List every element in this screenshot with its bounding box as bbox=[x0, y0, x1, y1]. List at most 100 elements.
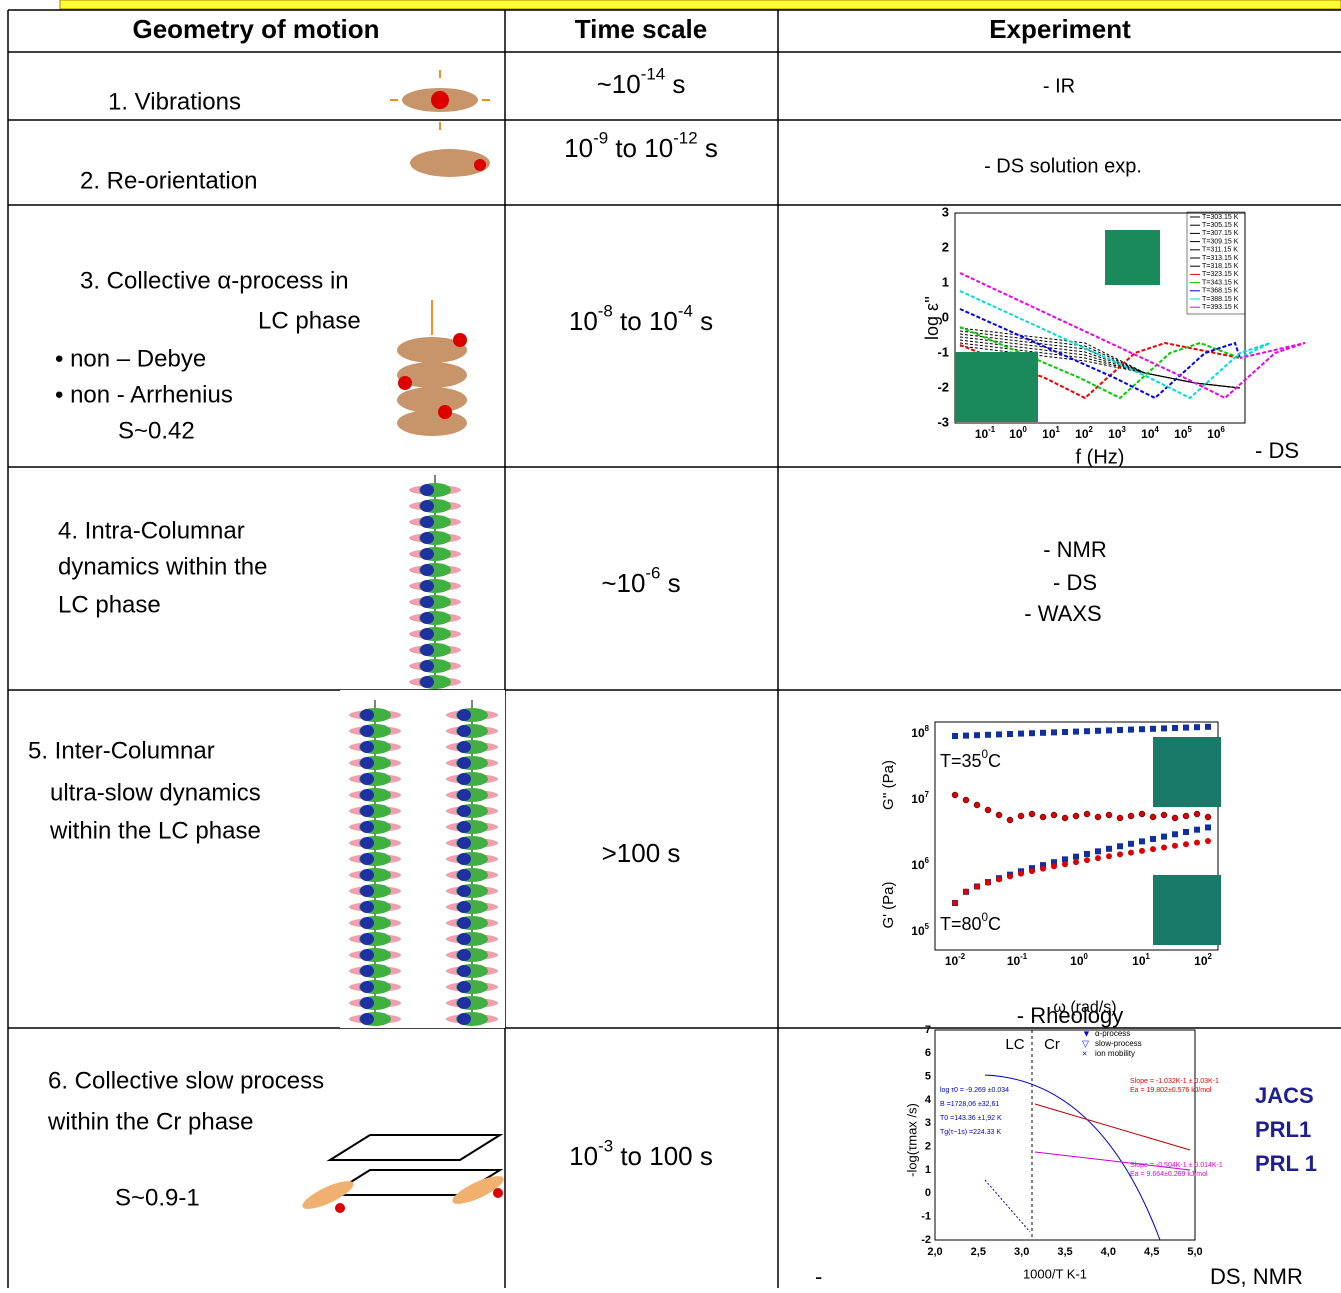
disk bbox=[360, 1013, 374, 1025]
disk bbox=[420, 500, 434, 512]
marker bbox=[1095, 848, 1101, 854]
marker bbox=[1139, 848, 1145, 854]
disk bbox=[457, 725, 471, 737]
text-part: ~10 bbox=[601, 568, 645, 598]
text-part: 10 bbox=[1042, 427, 1056, 441]
marker bbox=[1161, 812, 1167, 818]
legend-label: T=309.15 K bbox=[1202, 238, 1239, 245]
marker bbox=[1073, 859, 1079, 865]
x-tick-label: 10-1 bbox=[975, 425, 996, 441]
annotation: T=800C bbox=[940, 911, 1001, 934]
y-tick-label: 1 bbox=[925, 1164, 931, 1176]
marker bbox=[1117, 727, 1123, 733]
marker bbox=[974, 802, 980, 808]
text-part: s bbox=[665, 69, 685, 99]
x-tick-label: 104 bbox=[1141, 425, 1159, 441]
marker bbox=[1029, 811, 1035, 817]
disk bbox=[360, 933, 374, 945]
slide: Geometry of motionTime scaleExperiment1.… bbox=[0, 0, 1341, 1288]
disk bbox=[420, 676, 434, 688]
marker bbox=[952, 900, 958, 906]
time-scale: 10-3 to 100 s bbox=[569, 1137, 713, 1171]
disk bbox=[420, 516, 434, 528]
disk bbox=[360, 789, 374, 801]
curve bbox=[1035, 1104, 1190, 1150]
y-tick-label: 107 bbox=[911, 790, 929, 806]
text-part: 10 bbox=[1070, 954, 1084, 968]
marker bbox=[1106, 812, 1112, 818]
text-part: 10 bbox=[1141, 427, 1155, 441]
text-part: -1 bbox=[988, 425, 996, 434]
legend-label: T=323.15 K bbox=[1202, 271, 1239, 278]
text-part: -14 bbox=[641, 65, 665, 84]
y-tick-label: -2 bbox=[921, 1234, 931, 1246]
motion-text: 2. Re-orientation bbox=[80, 167, 257, 194]
x-tick-label: 5,0 bbox=[1187, 1246, 1202, 1258]
text-part: 1 bbox=[1146, 952, 1151, 961]
y-tick-label: 3 bbox=[942, 204, 949, 219]
disk bbox=[360, 757, 374, 769]
disk bbox=[457, 789, 471, 801]
text-part: 10 bbox=[911, 726, 925, 740]
text-part: to 10 bbox=[613, 306, 678, 336]
disk bbox=[360, 949, 374, 961]
disk bbox=[457, 853, 471, 865]
disk bbox=[457, 981, 471, 993]
disk bbox=[457, 933, 471, 945]
marker bbox=[1172, 843, 1178, 849]
legend-label: T=368.15 K bbox=[1202, 288, 1239, 295]
experiment: DS, NMR bbox=[1210, 1264, 1303, 1288]
y-tick-label: 6 bbox=[925, 1047, 931, 1059]
marker bbox=[1205, 814, 1211, 820]
motion-text: LC phase bbox=[258, 307, 361, 334]
disk bbox=[457, 837, 471, 849]
marker bbox=[1106, 727, 1112, 733]
y-tick-label: 5 bbox=[925, 1071, 931, 1083]
legend-label: ion mobility bbox=[1095, 1049, 1135, 1058]
disk bbox=[360, 869, 374, 881]
y-axis-label: G'' (Pa) bbox=[880, 760, 897, 810]
time-scale: 10-9 to 10-12 s bbox=[564, 129, 718, 163]
y-tick-label: 105 bbox=[911, 922, 929, 938]
legend-marker: ▽ bbox=[1082, 1038, 1089, 1048]
x-axis-label: ω (rad/s) bbox=[1053, 999, 1116, 1016]
motion-text: • non - Arrhenius bbox=[55, 381, 233, 408]
marker bbox=[1139, 726, 1145, 732]
marker bbox=[1084, 811, 1090, 817]
marker bbox=[1051, 729, 1057, 735]
marker bbox=[1183, 725, 1189, 731]
marker bbox=[1205, 824, 1211, 830]
marker bbox=[1051, 863, 1057, 869]
marker bbox=[1106, 846, 1112, 852]
text-part: 10 bbox=[1075, 427, 1089, 441]
text-part: 0 bbox=[1084, 952, 1089, 961]
text-part: 10 bbox=[569, 306, 598, 336]
disk bbox=[420, 644, 434, 656]
text-part: 3 bbox=[1122, 425, 1127, 434]
x-tick-label: 3,0 bbox=[1014, 1246, 1029, 1258]
text-part: s bbox=[693, 306, 713, 336]
marker bbox=[1161, 844, 1167, 850]
disk bbox=[360, 917, 374, 929]
marker bbox=[1007, 873, 1013, 879]
marker bbox=[1205, 724, 1211, 730]
reference: PRL 1 bbox=[1255, 1151, 1317, 1176]
marker bbox=[1106, 853, 1112, 859]
text-part: -6 bbox=[645, 564, 660, 583]
legend-label: T=311.15 K bbox=[1202, 247, 1238, 254]
disk bbox=[457, 1013, 471, 1025]
curve bbox=[985, 1075, 1160, 1240]
marker bbox=[1029, 868, 1035, 874]
marker bbox=[1128, 727, 1134, 733]
column-header: Experiment bbox=[989, 14, 1131, 44]
text-part: 10 bbox=[1174, 427, 1188, 441]
x-tick-label: 102 bbox=[1075, 425, 1093, 441]
text-part: T=35 bbox=[940, 751, 982, 771]
text-part: T=80 bbox=[940, 914, 982, 934]
disk bbox=[360, 965, 374, 977]
marker bbox=[1150, 846, 1156, 852]
x-tick-label: 4,5 bbox=[1144, 1246, 1159, 1258]
x-tick-label: 100 bbox=[1009, 425, 1027, 441]
text-part: 10 bbox=[564, 133, 593, 163]
x-tick-label: 100 bbox=[1070, 952, 1088, 968]
